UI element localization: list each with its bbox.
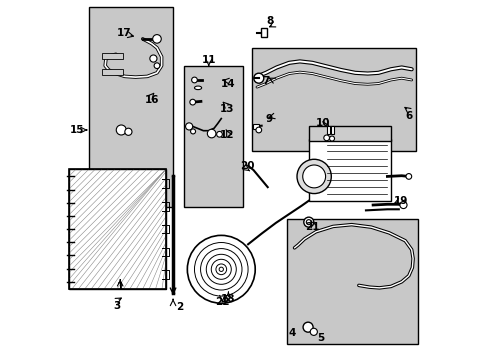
Circle shape bbox=[399, 202, 406, 208]
Circle shape bbox=[187, 235, 255, 303]
Circle shape bbox=[323, 135, 329, 141]
Text: 18: 18 bbox=[221, 294, 235, 303]
Circle shape bbox=[303, 217, 313, 227]
Bar bbox=[69, 169, 165, 289]
Bar bbox=[287, 219, 417, 344]
Circle shape bbox=[309, 328, 317, 336]
Circle shape bbox=[405, 174, 411, 179]
Text: 2: 2 bbox=[176, 302, 183, 312]
Bar bbox=[89, 7, 173, 207]
Text: 6: 6 bbox=[405, 111, 411, 121]
Circle shape bbox=[329, 136, 334, 141]
Text: 5: 5 bbox=[317, 333, 324, 343]
Circle shape bbox=[296, 159, 331, 194]
Bar bbox=[326, 126, 329, 134]
Circle shape bbox=[124, 128, 132, 135]
Circle shape bbox=[154, 63, 160, 68]
Bar bbox=[308, 126, 390, 141]
Circle shape bbox=[302, 165, 325, 188]
Bar bbox=[330, 126, 333, 134]
Bar bbox=[261, 28, 267, 37]
Circle shape bbox=[191, 77, 197, 83]
Bar bbox=[102, 53, 123, 59]
Bar bbox=[102, 69, 123, 75]
Text: 11: 11 bbox=[201, 55, 216, 65]
Text: 17: 17 bbox=[116, 28, 131, 38]
Bar bbox=[308, 139, 390, 202]
Text: 1: 1 bbox=[116, 282, 123, 292]
Text: 4: 4 bbox=[288, 328, 295, 338]
Text: 16: 16 bbox=[144, 95, 159, 105]
Circle shape bbox=[149, 55, 157, 62]
Bar bbox=[183, 66, 242, 207]
Circle shape bbox=[253, 73, 263, 83]
Circle shape bbox=[185, 123, 192, 130]
Text: 20: 20 bbox=[240, 161, 254, 171]
Text: 9: 9 bbox=[265, 114, 272, 124]
Text: 22: 22 bbox=[215, 297, 229, 307]
Circle shape bbox=[207, 129, 216, 138]
Circle shape bbox=[116, 125, 126, 135]
Text: 13: 13 bbox=[220, 104, 234, 113]
Text: 10: 10 bbox=[315, 118, 330, 128]
Circle shape bbox=[189, 99, 195, 105]
Circle shape bbox=[152, 35, 161, 43]
Text: 3: 3 bbox=[113, 301, 120, 311]
Circle shape bbox=[216, 131, 222, 137]
Circle shape bbox=[303, 322, 312, 332]
Text: 7: 7 bbox=[262, 76, 269, 86]
Text: 12: 12 bbox=[220, 130, 234, 140]
Text: 19: 19 bbox=[393, 197, 407, 206]
Text: 14: 14 bbox=[221, 79, 235, 89]
Bar bbox=[69, 169, 165, 289]
Bar bbox=[253, 124, 258, 129]
Bar bbox=[251, 48, 415, 152]
Circle shape bbox=[190, 129, 195, 134]
Circle shape bbox=[305, 220, 311, 225]
Text: 8: 8 bbox=[266, 16, 273, 26]
Circle shape bbox=[255, 127, 261, 133]
Text: 15: 15 bbox=[70, 125, 84, 135]
Ellipse shape bbox=[194, 86, 201, 90]
Text: 21: 21 bbox=[305, 222, 319, 232]
